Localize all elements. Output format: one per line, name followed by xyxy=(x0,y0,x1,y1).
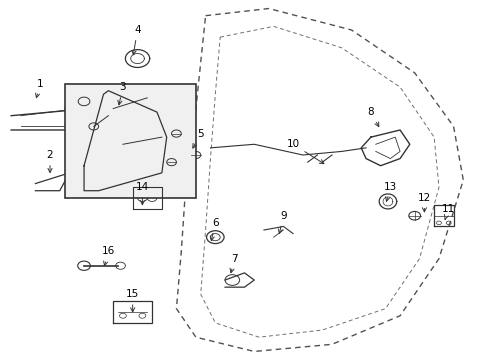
Bar xyxy=(64,84,196,198)
Text: 4: 4 xyxy=(132,25,141,55)
Text: 11: 11 xyxy=(441,203,454,219)
Text: 10: 10 xyxy=(286,139,323,164)
Text: 12: 12 xyxy=(417,193,430,212)
Text: 16: 16 xyxy=(102,247,115,266)
Text: 15: 15 xyxy=(126,289,139,312)
Text: 5: 5 xyxy=(192,129,203,148)
Text: 1: 1 xyxy=(36,78,43,98)
Text: 6: 6 xyxy=(210,218,218,240)
Text: 7: 7 xyxy=(229,253,238,273)
Text: 8: 8 xyxy=(367,107,378,127)
Text: 9: 9 xyxy=(278,211,286,233)
Text: 13: 13 xyxy=(383,182,396,201)
Text: 2: 2 xyxy=(46,150,53,172)
Text: 3: 3 xyxy=(118,82,126,105)
Text: 14: 14 xyxy=(136,182,149,205)
